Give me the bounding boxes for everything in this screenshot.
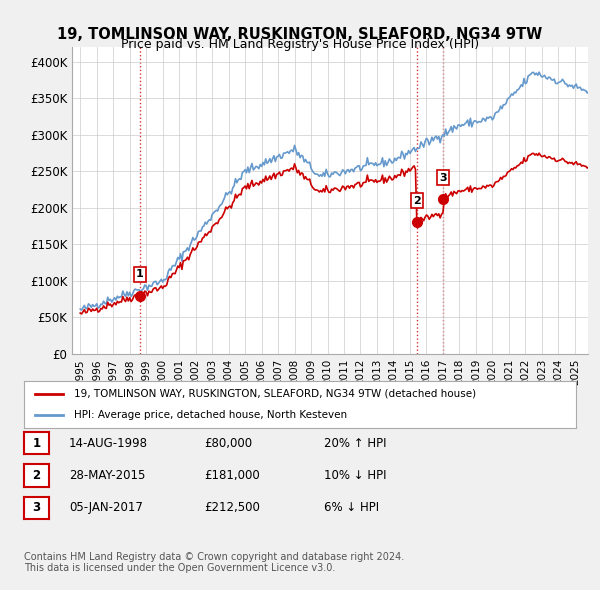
Text: Contains HM Land Registry data © Crown copyright and database right 2024.
This d: Contains HM Land Registry data © Crown c… [24,552,404,573]
Text: £212,500: £212,500 [204,502,260,514]
Text: 1: 1 [136,270,144,280]
Text: 20% ↑ HPI: 20% ↑ HPI [324,437,386,450]
Text: 05-JAN-2017: 05-JAN-2017 [69,502,143,514]
Text: 2: 2 [413,196,421,206]
Text: 19, TOMLINSON WAY, RUSKINGTON, SLEAFORD, NG34 9TW: 19, TOMLINSON WAY, RUSKINGTON, SLEAFORD,… [58,27,542,41]
Text: 28-MAY-2015: 28-MAY-2015 [69,469,145,482]
Text: 3: 3 [439,173,447,183]
Text: £80,000: £80,000 [204,437,252,450]
Text: 14-AUG-1998: 14-AUG-1998 [69,437,148,450]
Text: Price paid vs. HM Land Registry's House Price Index (HPI): Price paid vs. HM Land Registry's House … [121,38,479,51]
Text: 10% ↓ HPI: 10% ↓ HPI [324,469,386,482]
Text: 1: 1 [32,437,41,450]
Text: 2: 2 [32,469,41,482]
Text: 6% ↓ HPI: 6% ↓ HPI [324,502,379,514]
Text: £181,000: £181,000 [204,469,260,482]
Text: HPI: Average price, detached house, North Kesteven: HPI: Average price, detached house, Nort… [74,409,347,419]
Text: 3: 3 [32,502,41,514]
Text: 19, TOMLINSON WAY, RUSKINGTON, SLEAFORD, NG34 9TW (detached house): 19, TOMLINSON WAY, RUSKINGTON, SLEAFORD,… [74,389,476,399]
